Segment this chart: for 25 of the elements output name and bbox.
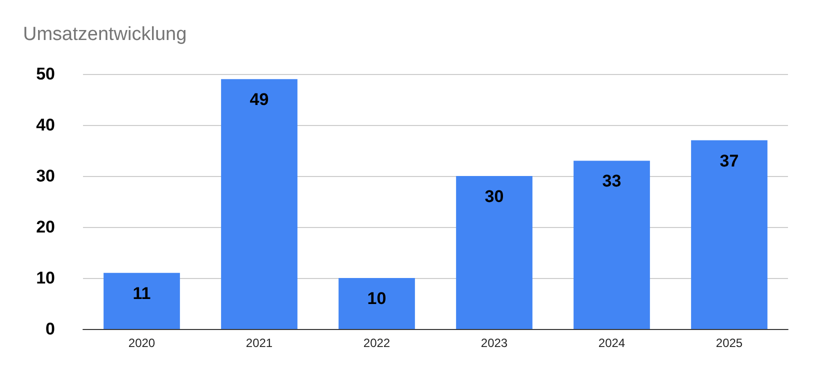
y-tick-label: 40 xyxy=(36,116,55,134)
y-tick-label: 0 xyxy=(46,320,55,338)
data-label: 30 xyxy=(484,187,504,206)
y-tick-label: 10 xyxy=(36,268,55,288)
bar xyxy=(456,176,532,329)
bar xyxy=(338,278,415,329)
data-label: 37 xyxy=(720,151,739,170)
y-tick-label: 30 xyxy=(36,166,55,186)
data-label: 49 xyxy=(250,90,269,110)
x-tick-label: 2021 xyxy=(246,336,273,350)
data-label: 10 xyxy=(367,289,386,308)
chart-title: Umsatzentwicklung xyxy=(23,24,187,45)
data-label: 33 xyxy=(602,172,622,191)
bar xyxy=(104,272,180,329)
x-tick-label: 2020 xyxy=(128,336,156,350)
x-tick-label: 2023 xyxy=(480,336,508,350)
y-tick-label: 20 xyxy=(36,218,55,236)
x-tick-label: 2022 xyxy=(363,336,390,350)
x-tick-label: 2024 xyxy=(598,336,626,350)
x-tick-label: 2025 xyxy=(716,336,743,350)
y-tick-label: 50 xyxy=(36,64,55,84)
data-label: 11 xyxy=(132,284,151,303)
bar xyxy=(221,79,298,329)
bar xyxy=(691,140,768,329)
bar xyxy=(574,160,650,329)
